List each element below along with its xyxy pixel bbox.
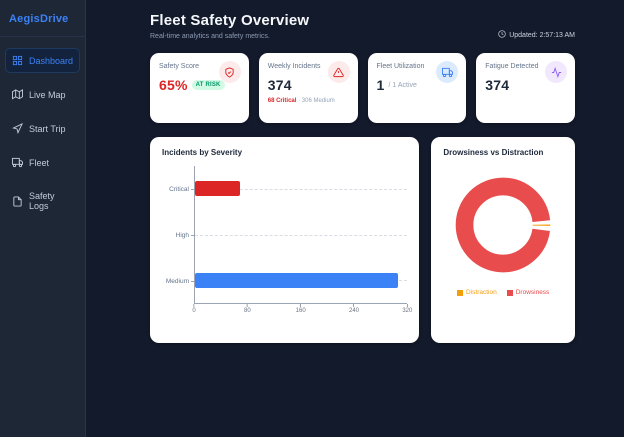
sidebar-item-label: Live Map — [29, 89, 66, 100]
bar-critical — [195, 181, 241, 197]
stat-label: Safety Score — [159, 63, 200, 70]
medium-count: · 306 Medium — [296, 98, 335, 104]
legend-item-drowsiness: Drowsiness — [506, 289, 550, 296]
incident-breakdown: 68 Critical · 306 Medium — [268, 98, 349, 104]
bar-chart-plot-area — [194, 166, 408, 304]
page-title: Fleet Safety Overview — [150, 12, 310, 29]
donut-chart — [443, 173, 563, 277]
main-content: Fleet Safety Overview Real-time analytic… — [86, 0, 624, 437]
stat-label: Weekly Incidents — [267, 63, 321, 70]
x-axis: 0 80 160 240 320 — [192, 304, 412, 318]
incidents-by-severity-card: Incidents by Severity Critical High Medi… — [150, 137, 420, 343]
sidebar-nav: Dashboard Live Map Start Trip Fleet Safe… — [0, 37, 85, 229]
donut-slice-distraction — [455, 177, 551, 273]
legend-label: Distraction — [466, 289, 497, 296]
updated-timestamp: Updated: 2:57:13 AM — [498, 30, 575, 40]
navigation-icon — [12, 123, 23, 134]
y-axis-label-high: High — [162, 212, 194, 258]
page-header: Fleet Safety Overview Real-time analytic… — [150, 12, 575, 40]
sidebar-item-fleet[interactable]: Fleet — [5, 150, 80, 175]
stat-card-weekly-incidents: Weekly Incidents 374 68 Critical · 306 M… — [258, 53, 358, 123]
legend-item-distraction: Distraction — [457, 289, 497, 296]
file-text-icon — [12, 195, 23, 207]
stats-row: Safety Score 65% AT RISK Weekly Incident… — [150, 53, 575, 123]
clock-icon — [498, 30, 506, 40]
stat-card-fatigue-detected: Fatigue Detected 374 — [476, 53, 575, 123]
truck-icon — [12, 157, 23, 168]
stat-value: 374 — [267, 77, 292, 93]
activity-icon — [545, 61, 567, 83]
sidebar-item-dashboard[interactable]: Dashboard — [5, 48, 80, 73]
sidebar-item-start-trip[interactable]: Start Trip — [5, 116, 80, 141]
donut-slice-drowsiness — [455, 177, 551, 273]
bar-medium — [195, 272, 399, 288]
stat-value: 1 — [376, 77, 385, 93]
sidebar-item-safety-logs[interactable]: Safety Logs — [5, 184, 80, 218]
drowsiness-vs-distraction-card: Drowsiness vs Distraction Distraction Dr… — [431, 137, 575, 343]
incidents-bar-chart: Critical High Medium 0 80 16 — [162, 166, 412, 318]
at-risk-badge: AT RISK — [191, 80, 225, 90]
map-icon — [12, 89, 23, 100]
stat-card-safety-score: Safety Score 65% AT RISK — [150, 53, 249, 123]
alert-triangle-icon — [327, 61, 350, 83]
stat-suffix: / 1 Active — [388, 81, 417, 89]
sidebar: AegisDrive Dashboard Live Map Start Trip… — [0, 0, 86, 437]
drowsiness-swatch — [506, 289, 513, 296]
x-axis-tick: 0 — [192, 304, 196, 314]
stat-label: Fatigue Detected — [485, 63, 539, 70]
x-axis-tick: 240 — [349, 304, 359, 314]
charts-row: Incidents by Severity Critical High Medi… — [150, 137, 575, 343]
x-axis-tick: 160 — [296, 304, 306, 314]
x-axis-tick: 80 — [244, 304, 251, 314]
gridline — [195, 234, 408, 236]
brand-logo: AegisDrive — [0, 0, 85, 37]
critical-count: 68 Critical — [267, 98, 297, 104]
sidebar-item-label: Start Trip — [29, 123, 66, 134]
updated-text: Updated: 2:57:13 AM — [509, 31, 575, 39]
y-axis-label-medium: Medium — [162, 258, 194, 304]
gridline — [195, 188, 408, 190]
sidebar-item-live-map[interactable]: Live Map — [5, 82, 80, 107]
stat-value: 65% — [159, 77, 188, 93]
dashboard-grid-icon — [12, 55, 23, 66]
stat-card-fleet-utilization: Fleet Utilization 1 / 1 Active — [367, 53, 467, 123]
sidebar-item-label: Dashboard — [29, 55, 74, 66]
bar-chart-title: Incidents by Severity — [162, 148, 243, 157]
page-subtitle: Real-time analytics and safety metrics. — [150, 33, 270, 40]
sidebar-item-label: Fleet — [29, 157, 50, 168]
donut-chart-title: Drowsiness vs Distraction — [443, 148, 544, 157]
legend-label: Drowsiness — [515, 289, 550, 296]
sidebar-item-label: Safety Logs — [29, 191, 55, 211]
distraction-swatch — [457, 289, 463, 296]
stat-label: Fleet Utilization — [376, 63, 425, 70]
y-axis-label-critical: Critical — [162, 166, 194, 212]
stat-value: 374 — [485, 77, 510, 93]
truck-icon — [436, 61, 459, 83]
shield-check-icon — [218, 61, 241, 83]
x-axis-tick: 320 — [402, 304, 412, 314]
donut-legend: Distraction Drowsiness — [443, 289, 563, 296]
